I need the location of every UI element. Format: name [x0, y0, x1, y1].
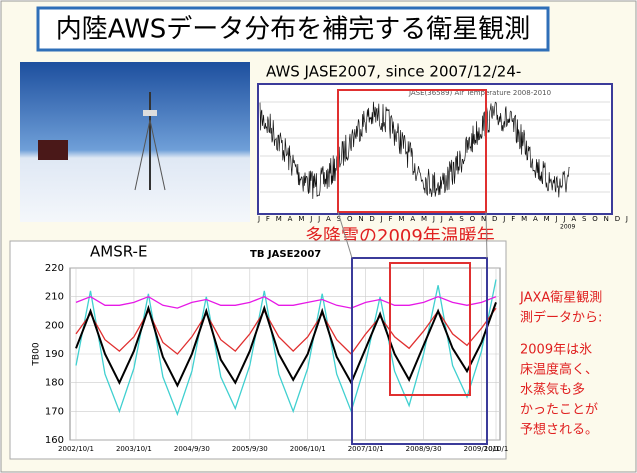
aws-caption: AWS JASE2007, since 2007/12/24- — [266, 63, 521, 81]
y-tick-label: 180 — [45, 378, 64, 389]
y-tick-label: 220 — [45, 263, 64, 274]
photo — [20, 62, 250, 222]
y-tick-label: 210 — [45, 292, 64, 303]
note-body: かったことが — [520, 403, 598, 418]
chart-title: TB JASE2007 — [250, 249, 321, 260]
x-tick-label: 2004/9/30 — [174, 445, 210, 453]
slide-title: 内陸AWSデータ分布を補完する衛星観測 — [56, 15, 531, 45]
page: 内陸AWSデータ分布を補完する衛星観測 AWS JASE2007, since … — [0, 0, 637, 473]
note-body: 床温度高く、 — [520, 362, 598, 378]
x-tick-label: 2002/10/1 — [58, 445, 94, 453]
y-tick-label: 190 — [45, 349, 64, 360]
note-heading: JAXA衛星観測 — [519, 291, 602, 306]
y-tick-label: 170 — [45, 406, 64, 417]
x-tick-label: 2008/9/30 — [406, 445, 442, 453]
x-tick-label: 2010/1 — [484, 445, 509, 453]
note-body: 水蒸気も多 — [520, 382, 585, 398]
aws-year-label: 2009 — [560, 224, 575, 231]
x-tick-label: 2003/10/1 — [116, 445, 152, 453]
x-tick-label: 2007/10/1 — [348, 445, 384, 453]
note-body: 予想される。 — [520, 422, 598, 438]
note-body: 2009年は氷 — [520, 343, 592, 358]
x-tick-label: 2005/9/30 — [232, 445, 268, 453]
x-tick-label: 2006/10/1 — [290, 445, 326, 453]
note-heading: 測データから: — [520, 310, 602, 326]
slide: 内陸AWSデータ分布を補完する衛星観測 AWS JASE2007, since … — [0, 0, 637, 473]
y-tick-label: 200 — [45, 320, 64, 331]
chart-label: AMSR-E — [90, 243, 147, 261]
y-axis-label: TB00 — [32, 342, 42, 366]
